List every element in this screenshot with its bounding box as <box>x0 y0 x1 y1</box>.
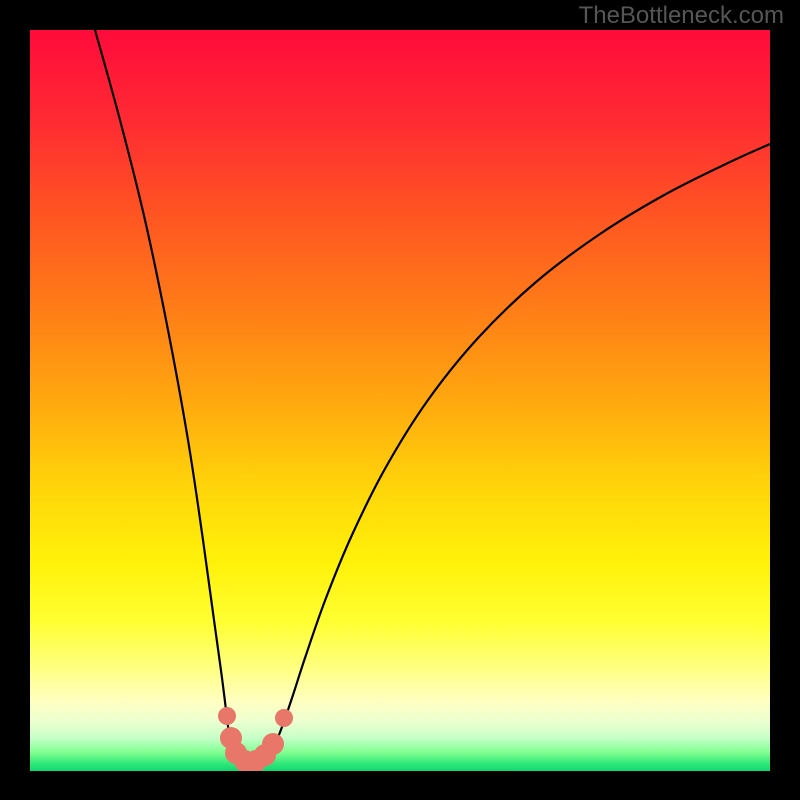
chart-svg <box>0 0 800 800</box>
plot-background <box>30 30 770 771</box>
chart-frame: TheBottleneck.com <box>0 0 800 800</box>
watermark-text: TheBottleneck.com <box>579 2 784 30</box>
data-marker <box>218 707 236 725</box>
data-marker <box>275 709 293 727</box>
data-marker <box>262 733 284 755</box>
